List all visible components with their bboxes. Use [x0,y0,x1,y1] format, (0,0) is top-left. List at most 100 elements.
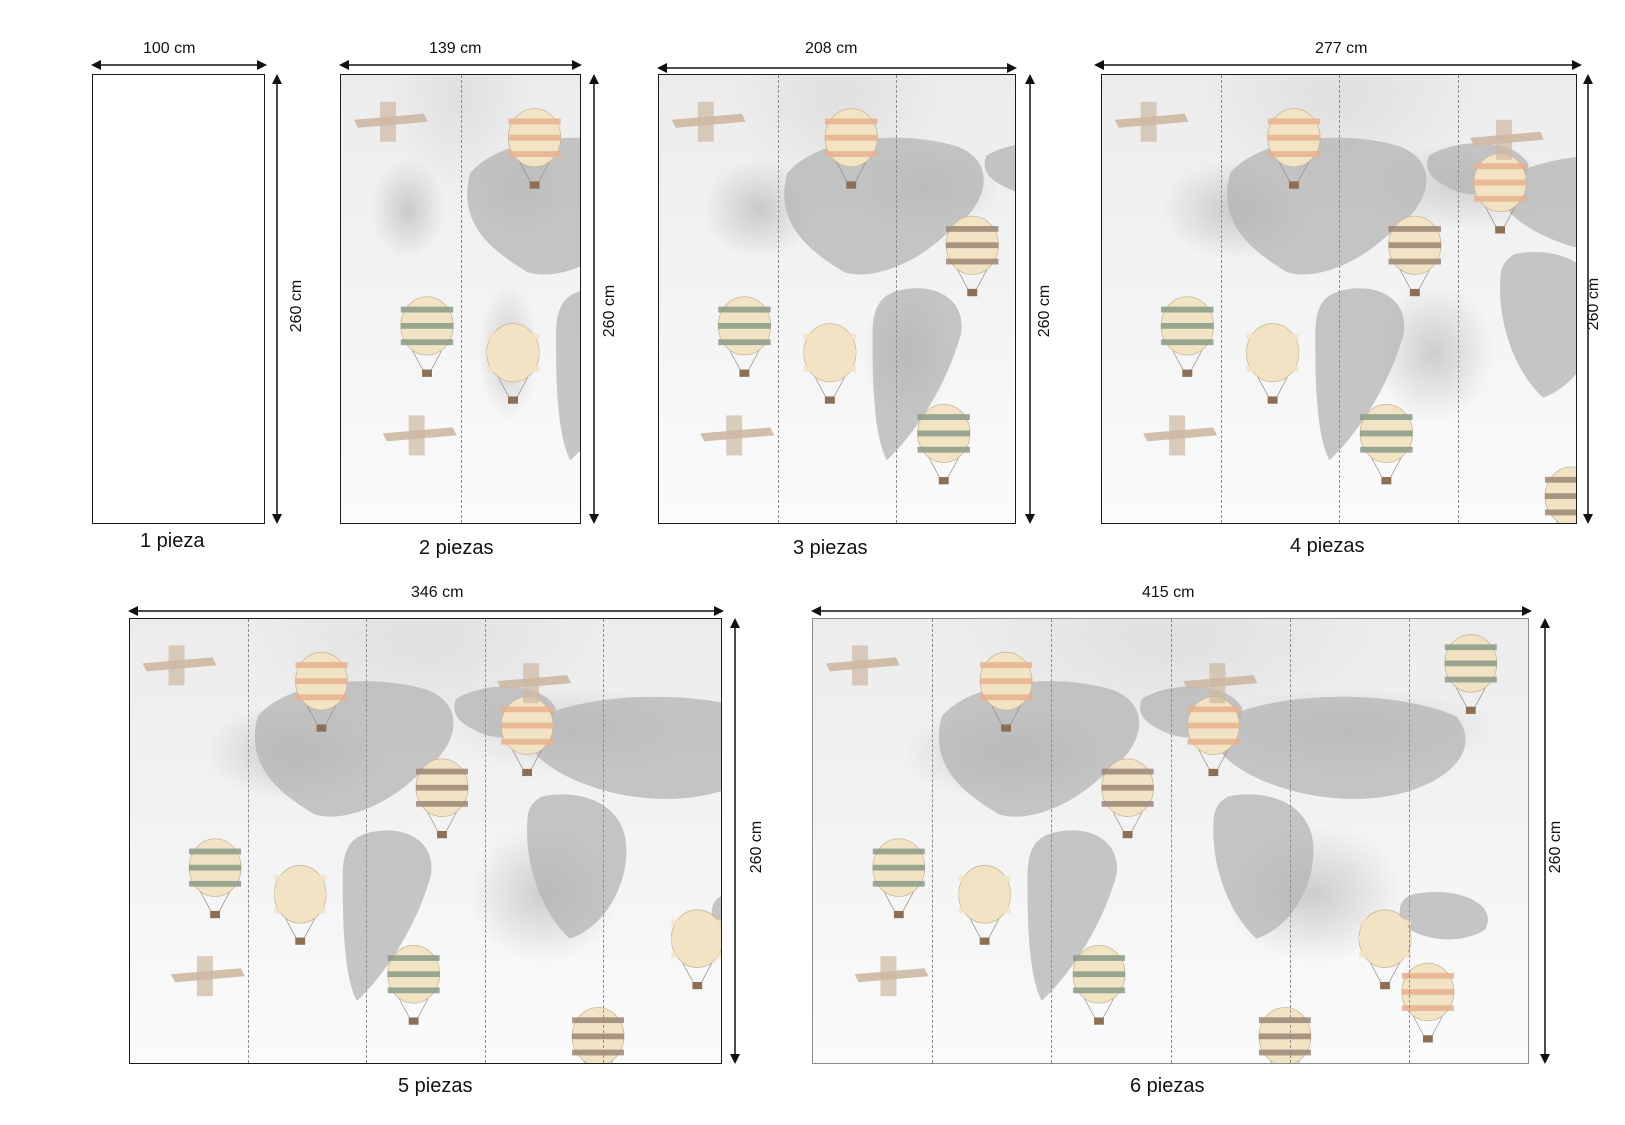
continent-shape [872,288,962,461]
continent-shape [938,681,1140,817]
panel-2-piezas [340,74,581,524]
hot-air-balloon-icon [945,215,999,297]
biplane-icon [354,101,429,142]
seam-line [1457,75,1459,523]
continent-shape [1227,137,1427,275]
continent-shape [527,794,627,939]
seam-line [1051,619,1053,1063]
hot-air-balloon-icon [824,108,878,189]
panel-4-piezas [1101,74,1577,524]
biplane-icon [142,645,217,686]
panel-1-pieza [92,74,265,524]
hot-air-balloon-icon [273,865,327,945]
biplane-icon [497,663,572,704]
biplane-icon [1470,119,1545,160]
seam-line [248,619,250,1063]
hot-air-balloon-icon [670,909,721,990]
biplane-icon [1114,101,1189,142]
biplane-icon [825,645,900,686]
biplane-icon [1183,663,1258,704]
width-label-277: 277 cm [1315,40,1368,57]
width-label-346: 346 cm [411,584,464,601]
seam-line [932,619,934,1063]
world-map-illustration [354,101,580,461]
pieces-label-1: 1 pieza [140,530,205,552]
height-label-panel-1: 260 cm [288,279,306,333]
panel-6-piezas [812,618,1529,1064]
seam-line [896,75,898,523]
world-map-illustration [1114,101,1576,523]
height-label-panel-2: 260 cm [601,284,619,338]
biplane-icon [1143,415,1218,456]
panel-3-piezas [658,74,1016,524]
hot-air-balloon-icon [958,865,1011,945]
hot-air-balloon-icon [1358,909,1412,990]
hot-air-balloon-icon [872,838,926,919]
pieces-label-2: 2 piezas [419,537,494,559]
continent-shape [1315,288,1405,461]
seam-line [1289,619,1291,1063]
height-label-panel-4: 260 cm [1585,277,1603,331]
hot-air-balloon-icon [1101,758,1154,839]
hot-air-balloon-icon [917,403,971,485]
continent-shape [1027,830,1118,1001]
continent-shape [254,681,454,817]
hot-air-balloon-icon [1187,696,1240,777]
pieces-label-6: 6 piezas [1130,1075,1205,1097]
seam-line [1339,75,1340,523]
panel-5-piezas [129,618,722,1064]
hot-air-balloon-icon [1072,944,1126,1025]
seam-line [602,619,604,1063]
height-label-panel-5: 260 cm [748,820,766,874]
height-label-panel-3: 260 cm [1036,284,1054,338]
hot-air-balloon-icon [1401,962,1455,1043]
seam-line [777,75,779,523]
hot-air-balloon-icon [1246,323,1300,404]
continent-shape [528,696,721,799]
width-label-415: 415 cm [1142,584,1195,601]
continent-shape [984,145,1015,192]
hot-air-balloon-icon [803,323,857,404]
hot-air-balloon-icon [188,838,242,919]
seam-line [460,75,462,523]
hot-air-balloon-icon [979,651,1033,732]
hot-air-balloon-icon [1544,466,1576,523]
world-map-illustration [825,634,1498,1063]
pieces-label-5: 5 piezas [398,1075,473,1097]
hot-air-balloon-icon [1258,1007,1312,1063]
hot-air-balloon-icon [1388,215,1442,297]
hot-air-balloon-icon [295,651,348,732]
hot-air-balloon-icon [1473,152,1527,234]
seam-line [484,619,486,1063]
seam-line [1170,619,1172,1063]
hot-air-balloon-icon [415,758,469,839]
width-label-139: 139 cm [429,40,482,57]
hot-air-balloon-icon [486,323,540,404]
hot-air-balloon-icon [400,296,454,377]
pieces-label-4: 4 piezas [1290,535,1365,557]
seam-line [1220,75,1222,523]
biplane-icon [854,956,929,997]
width-label-100: 100 cm [143,40,196,57]
width-label-208: 208 cm [805,40,858,57]
biplane-icon [700,415,775,456]
hot-air-balloon-icon [571,1007,625,1063]
seam-line [1408,619,1410,1063]
hot-air-balloon-icon [387,944,441,1025]
hot-air-balloon-icon [500,696,554,777]
hot-air-balloon-icon [1160,296,1214,377]
hot-air-balloon-icon [1359,403,1413,485]
world-map-illustration [671,101,1015,485]
hot-air-balloon-icon [1267,108,1321,189]
continent-shape [1500,251,1576,398]
biplane-icon [170,956,245,997]
continent-shape [1215,696,1466,799]
continent-shape [556,291,580,461]
biplane-icon [671,101,746,142]
pieces-label-3: 3 piezas [793,537,868,559]
world-map-illustration [142,645,721,1063]
continent-shape [1213,794,1314,939]
continent-shape [784,137,984,275]
height-label-panel-6: 260 cm [1547,820,1565,874]
hot-air-balloon-icon [1444,634,1498,714]
